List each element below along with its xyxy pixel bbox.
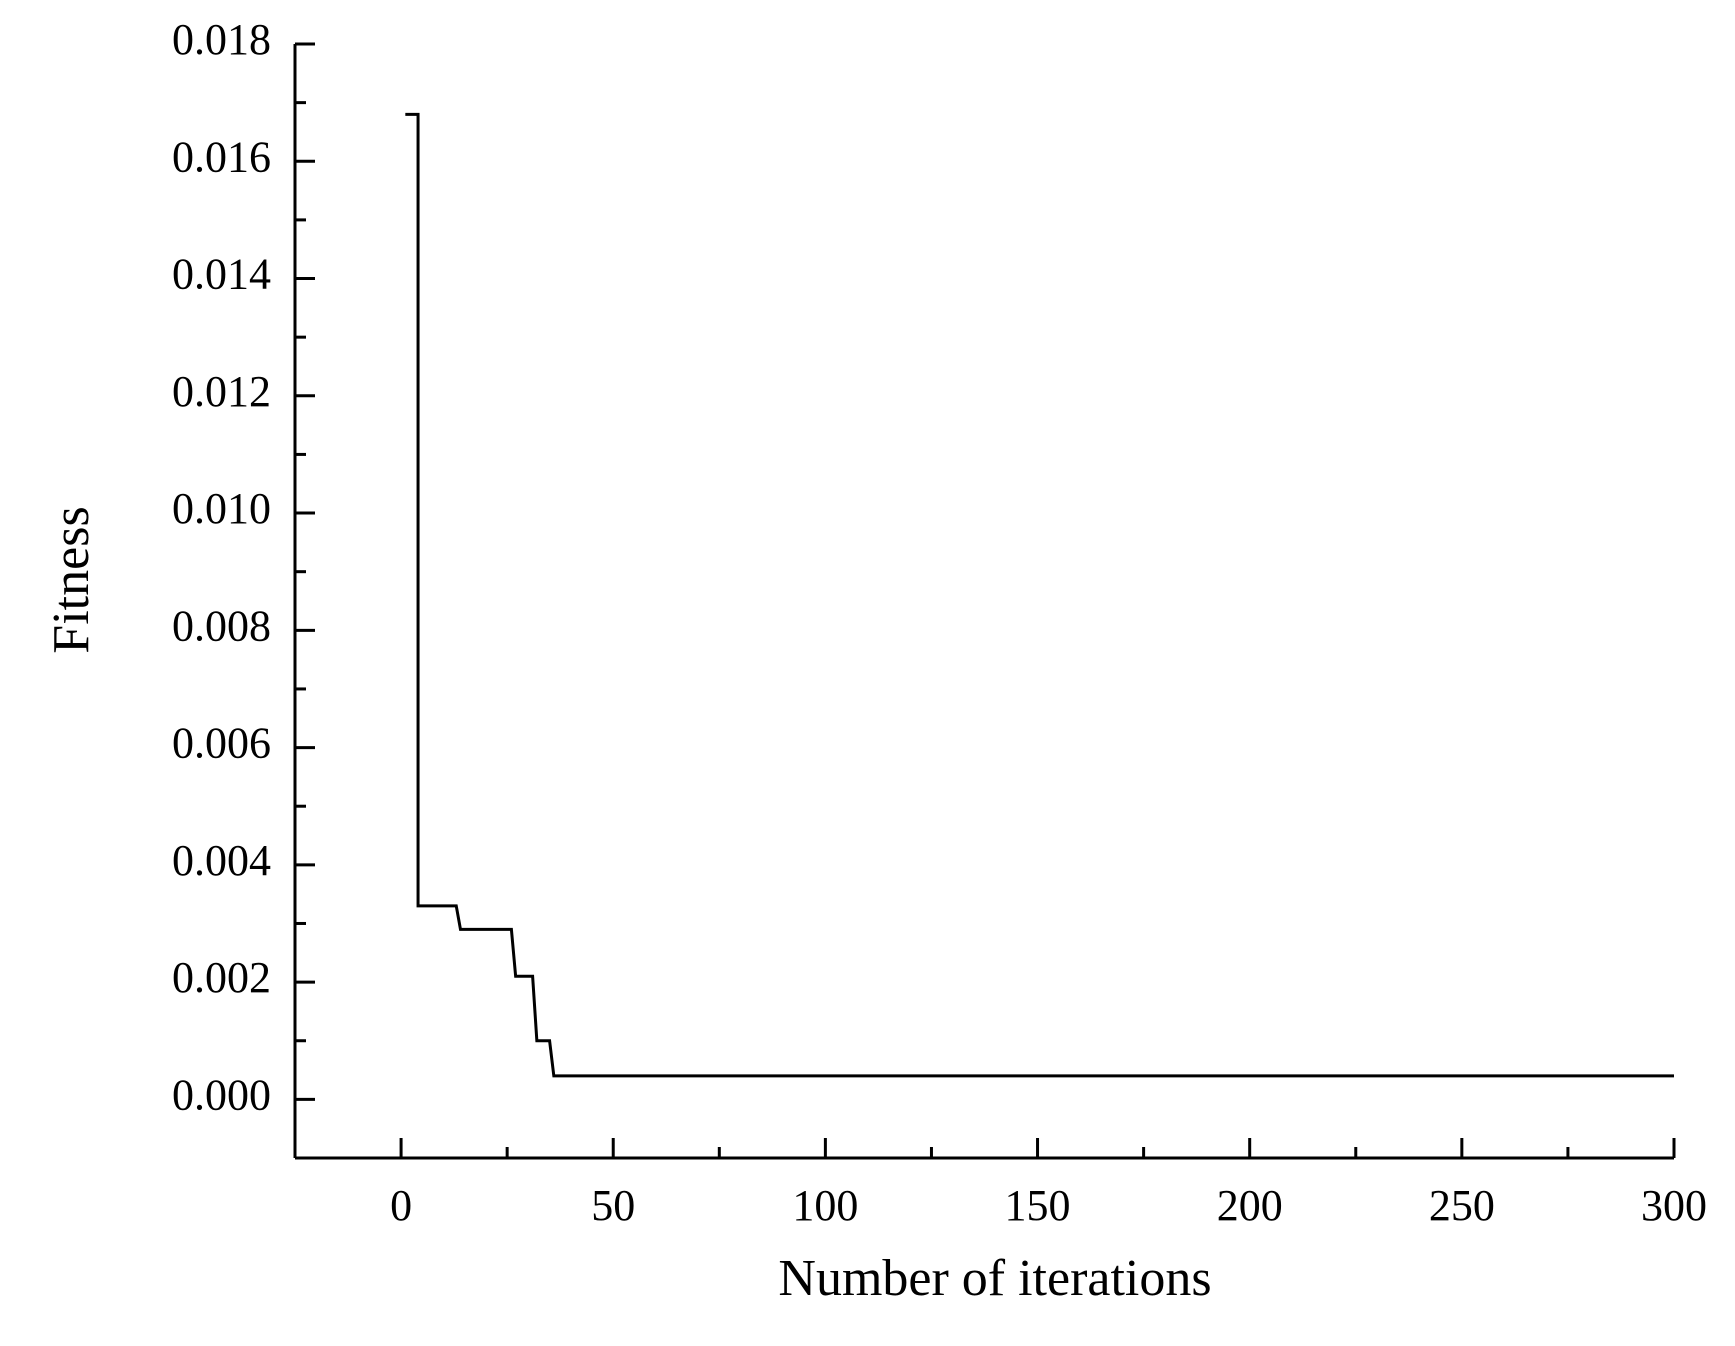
y-tick-label: 0.000	[172, 1070, 271, 1119]
y-tick-label: 0.018	[172, 15, 271, 64]
x-tick-label: 150	[1005, 1181, 1071, 1230]
x-tick-label: 250	[1429, 1181, 1495, 1230]
y-tick-label: 0.014	[172, 250, 271, 299]
y-tick-label: 0.006	[172, 719, 271, 768]
x-tick-label: 300	[1641, 1181, 1707, 1230]
x-axis-title: Number of iterations	[778, 1250, 1211, 1307]
x-tick-label: 200	[1217, 1181, 1283, 1230]
y-tick-label: 0.002	[172, 953, 271, 1002]
y-tick-label: 0.012	[172, 367, 271, 416]
y-axis-title: Fitness	[43, 506, 100, 653]
y-tick-label: 0.008	[172, 601, 271, 650]
y-tick-label: 0.016	[172, 132, 271, 181]
y-tick-label: 0.010	[172, 484, 271, 533]
line	[405, 112, 1674, 1078]
x-tick-label: 50	[591, 1181, 635, 1230]
y-tick-label: 0.004	[172, 836, 271, 885]
x-tick-label: 0	[390, 1181, 412, 1230]
x-tick-label: 100	[792, 1181, 858, 1230]
